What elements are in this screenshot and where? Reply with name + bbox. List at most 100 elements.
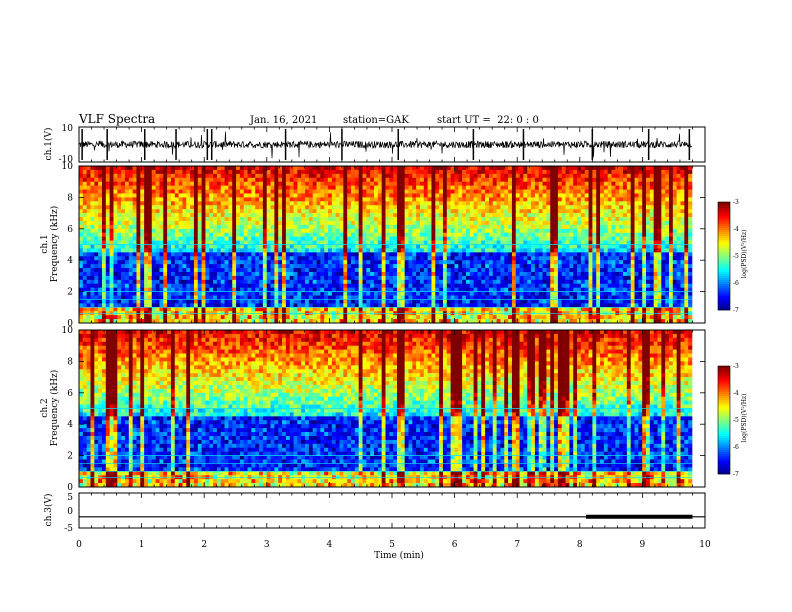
spectrogram-cell	[538, 319, 543, 324]
spectrogram-cell	[201, 264, 206, 269]
spectrogram-cell	[312, 252, 317, 257]
spectrogram-cell	[469, 244, 474, 249]
spectrogram-cell	[504, 252, 509, 257]
spectrogram-cell	[243, 220, 248, 226]
spectrogram-cell	[462, 291, 467, 296]
spectrogram-cell	[389, 244, 394, 249]
spectrogram-cell	[477, 181, 482, 186]
spectrogram-cell	[109, 244, 114, 249]
spectrogram-cell	[508, 319, 513, 324]
spectrogram-cell	[488, 307, 494, 312]
spectrogram-cell	[270, 279, 275, 285]
spectrogram-cell	[500, 185, 505, 190]
spectrogram-cell	[442, 271, 448, 277]
spectrogram-cell	[511, 252, 517, 257]
spectrogram-cell	[140, 217, 145, 222]
spectrogram-cell	[270, 275, 275, 281]
spectrogram-cell	[293, 319, 298, 324]
spectrogram-cell	[101, 217, 107, 222]
spectrogram-cell	[427, 291, 432, 296]
spectrogram-cell	[117, 236, 122, 241]
spectrogram-cell	[128, 177, 133, 182]
spectrogram-cell	[523, 220, 528, 226]
spectrogram-cell	[232, 217, 237, 222]
spectrogram-cell	[450, 295, 455, 300]
spectrogram-cell	[308, 264, 314, 269]
spectrogram-cell	[101, 307, 107, 312]
spectrogram-cell	[109, 205, 114, 210]
spectrogram-cell	[396, 244, 402, 249]
spectrogram-cell	[374, 240, 379, 245]
spectrogram-cell	[351, 177, 356, 182]
spectrogram-cell	[519, 287, 524, 292]
spectrogram-cell	[236, 256, 241, 261]
spectrogram-cell	[94, 177, 99, 182]
spectrogram-cell	[251, 173, 256, 179]
spectrogram-cell	[454, 201, 459, 206]
spectrogram-cell	[485, 248, 490, 253]
spectrogram-cell	[328, 244, 333, 249]
spectrogram-cell	[511, 197, 517, 202]
spectrogram-cell	[289, 279, 294, 285]
spectrogram-cell	[274, 244, 279, 249]
spectrogram-cell	[408, 291, 413, 296]
spectrogram-cell	[374, 268, 379, 273]
spectrogram-cell	[351, 260, 356, 265]
spectrogram-cell	[469, 213, 474, 218]
spectrogram-cell	[446, 275, 451, 281]
spectrogram-cell	[216, 307, 222, 312]
spectrogram-cell	[423, 256, 428, 261]
spectrogram-cell	[262, 287, 268, 292]
spectrogram-cell	[412, 295, 417, 300]
spectrogram-cell	[527, 271, 532, 277]
spectrogram-cell	[282, 291, 287, 296]
spectrogram-cell	[511, 315, 517, 320]
spectrogram-cell	[377, 315, 382, 320]
spectrogram-cell	[136, 319, 141, 324]
spectrogram-cell	[293, 177, 298, 182]
spectrogram-cell	[362, 260, 367, 265]
spectrogram-cell	[442, 189, 448, 194]
spectrogram-cell	[328, 213, 333, 218]
spectrogram-cell	[124, 177, 130, 182]
spectrogram-cell	[500, 291, 505, 296]
spectrogram-cell	[469, 256, 474, 261]
spectrogram-cell	[351, 279, 356, 285]
spectrogram-cell	[465, 236, 471, 241]
spectrogram-cell	[190, 193, 195, 198]
spectrogram-cell	[144, 166, 149, 171]
spectrogram-cell	[193, 279, 199, 285]
spectrogram-cell	[381, 177, 386, 182]
spectrogram-cell	[285, 224, 291, 230]
spectrogram-cell	[155, 295, 160, 300]
spectrogram-cell	[285, 287, 291, 292]
spectrogram-cell	[228, 185, 233, 190]
spectrogram-cell	[412, 244, 417, 249]
spectrogram-cell	[132, 205, 137, 210]
spectrogram-cell	[193, 213, 199, 218]
spectrogram-cell	[393, 256, 398, 261]
spectrogram-cell	[408, 307, 413, 312]
spectrogram-cell	[278, 224, 283, 230]
spectrogram-cell	[454, 287, 459, 292]
spectrogram-cell	[462, 166, 467, 171]
spectrogram-cell	[170, 240, 176, 245]
spectrogram-cell	[488, 177, 494, 182]
spectrogram-cell	[531, 275, 536, 281]
spectrogram-cell	[481, 291, 486, 296]
spectrogram-cell	[515, 232, 520, 237]
spectrogram-cell	[538, 299, 543, 304]
spectrogram-cell	[247, 252, 252, 257]
spectrogram-cell	[243, 217, 248, 222]
spectrogram-cell	[147, 264, 153, 269]
spectrogram-cell	[144, 307, 149, 312]
spectrogram-cell	[155, 315, 160, 320]
spectrogram-cell	[174, 228, 179, 234]
spectrogram-cell	[216, 299, 222, 304]
spectrogram-cell	[416, 275, 421, 281]
spectrogram-cell	[381, 283, 386, 288]
spectrogram-cell	[174, 319, 179, 324]
spectrogram-cell	[117, 291, 122, 296]
spectrogram-cell	[531, 173, 536, 179]
spectrogram-cell	[270, 177, 275, 182]
